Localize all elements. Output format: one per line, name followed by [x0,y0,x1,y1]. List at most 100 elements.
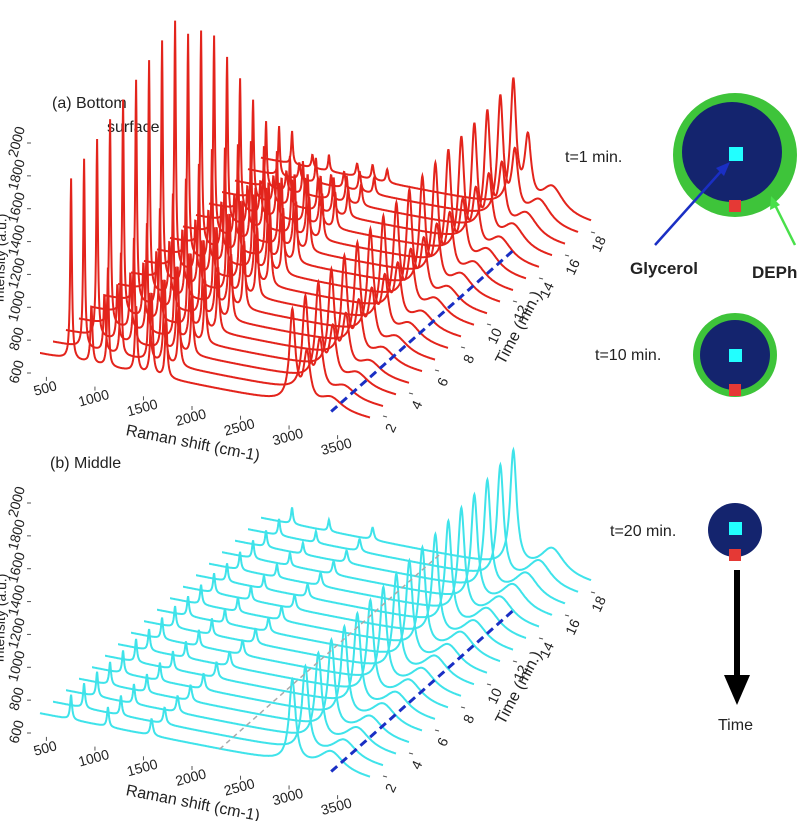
arrow [654,167,725,246]
label: Glycerol [630,259,698,278]
z-tick-label: 10 [484,685,505,706]
probe [729,349,742,362]
x-tick-label: 1000 [77,386,111,410]
z-tick-label: 8 [460,352,478,366]
x-tick-label: 2000 [174,405,208,429]
panel: (a) Bottomsurface60080010001200140016001… [0,20,609,465]
spectrum [143,20,475,326]
z-axis-label: Time (min.) [493,288,546,367]
label: t=10 min. [595,347,661,364]
z-tick-label: 12 [510,662,531,683]
spectrum [104,79,436,361]
label: Time [718,717,753,734]
tick [460,706,466,709]
tick [512,660,518,663]
arrowhead [770,196,780,210]
y-tick-label: 1000 [4,289,28,323]
panel-title: surface [107,119,160,136]
panel: (b) Middle600800100012001400160018002000… [0,446,609,825]
z-tick-label: 16 [562,616,583,637]
spectrum [65,138,397,396]
spectrum [39,676,371,778]
x-tick-label: 1500 [125,756,159,780]
spectrum [130,40,462,338]
tick [434,369,440,372]
marker-line [330,249,515,413]
panel-title: (b) Middle [50,455,121,472]
y-tick-label: 1600 [4,190,28,224]
x-tick-label: 2500 [222,775,256,799]
z-tick-label: 12 [510,302,531,323]
probe-bottom [729,549,741,561]
z-tick-label: 4 [408,398,426,412]
tick [538,277,544,280]
arrowhead [724,675,750,705]
tick [564,614,570,617]
arrowhead [716,162,730,176]
x-tick-label: 500 [32,377,59,399]
arrow [773,204,797,246]
y-tick-label: 2000 [4,124,28,158]
x-tick-label: 1500 [125,396,159,420]
marker-line [330,609,515,773]
spectrum [222,491,553,616]
y-tick-label: 1200 [4,616,28,650]
tick [512,300,518,303]
z-tick-label: 2 [382,421,400,435]
tick [382,415,388,418]
z-axis-label: Time (min.) [493,648,546,727]
tick [434,729,440,732]
y-tick-label: 800 [5,685,27,712]
probe [729,522,742,535]
spectrum [235,476,566,605]
z-tick-label: 6 [434,375,452,389]
y-tick-label: 2000 [4,484,28,518]
y-axis-label: Intensity (a.u.) [0,573,10,662]
x-tick-label: 2500 [222,415,256,439]
probe-bottom [729,384,741,396]
z-tick-label: 6 [434,735,452,749]
label: DEPh [752,263,797,282]
y-tick-label: 600 [5,358,27,385]
z-tick-label: 4 [408,758,426,772]
spectrum [195,56,527,280]
y-tick-label: 1000 [4,649,28,683]
z-tick-label: 10 [484,325,505,346]
x-tick-label: 1000 [77,746,111,770]
tick [382,775,388,778]
z-tick-label: 14 [536,279,557,300]
panel-title: (a) Bottom [52,95,127,112]
spectrum [234,109,566,245]
y-tick-label: 1800 [4,517,28,551]
spectrum [78,119,410,384]
tick [486,683,492,686]
spectrum [208,78,540,268]
x-tick-label: 3000 [271,785,305,809]
x-tick-label: 3500 [319,434,353,458]
z-tick-label: 14 [536,639,557,660]
probe [729,147,743,161]
y-tick-label: 1200 [4,256,28,290]
spectrum [260,77,592,222]
y-tick-label: 600 [5,718,27,745]
tick [408,392,414,395]
tick [486,323,492,326]
z-tick-label: 8 [460,712,478,726]
tick [564,254,570,257]
spectrum [66,650,397,755]
tick [590,231,596,234]
spectrum [53,158,384,407]
tick [460,346,466,349]
spectrum [91,99,423,373]
tick [590,591,596,594]
z-tick-label: 18 [588,233,609,254]
x-tick-label: 3500 [319,794,353,818]
guide-line [219,553,442,750]
spectrum [209,504,540,628]
spectrum [156,33,488,315]
spectrum [79,636,410,743]
z-tick-label: 2 [382,781,400,795]
spectrum [40,178,371,419]
y-axis-label: Intensity (a.u.) [0,213,10,302]
